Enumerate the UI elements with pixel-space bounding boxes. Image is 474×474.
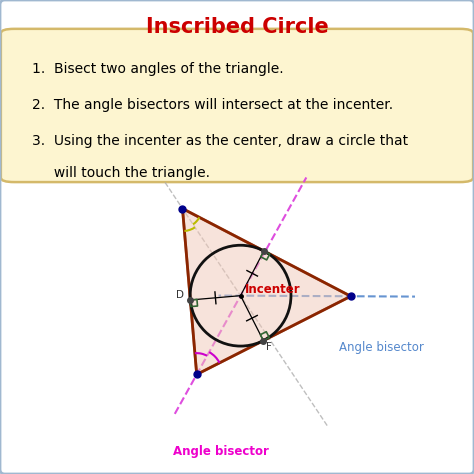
Text: 1.  Bisect two angles of the triangle.: 1. Bisect two angles of the triangle. — [32, 62, 283, 76]
Text: Angle bisector: Angle bisector — [339, 341, 424, 354]
Text: Inscribed Circle: Inscribed Circle — [146, 17, 328, 36]
Text: Incenter: Incenter — [245, 283, 301, 296]
Text: 3.  Using the incenter as the center, draw a circle that: 3. Using the incenter as the center, dra… — [32, 135, 408, 148]
Text: D: D — [176, 290, 184, 300]
Text: F: F — [266, 342, 272, 352]
Text: 2.  The angle bisectors will intersect at the incenter.: 2. The angle bisectors will intersect at… — [32, 98, 393, 112]
Text: will touch the triangle.: will touch the triangle. — [32, 166, 210, 180]
FancyBboxPatch shape — [1, 29, 473, 182]
Text: Angle bisector: Angle bisector — [173, 445, 269, 458]
Polygon shape — [182, 209, 351, 374]
